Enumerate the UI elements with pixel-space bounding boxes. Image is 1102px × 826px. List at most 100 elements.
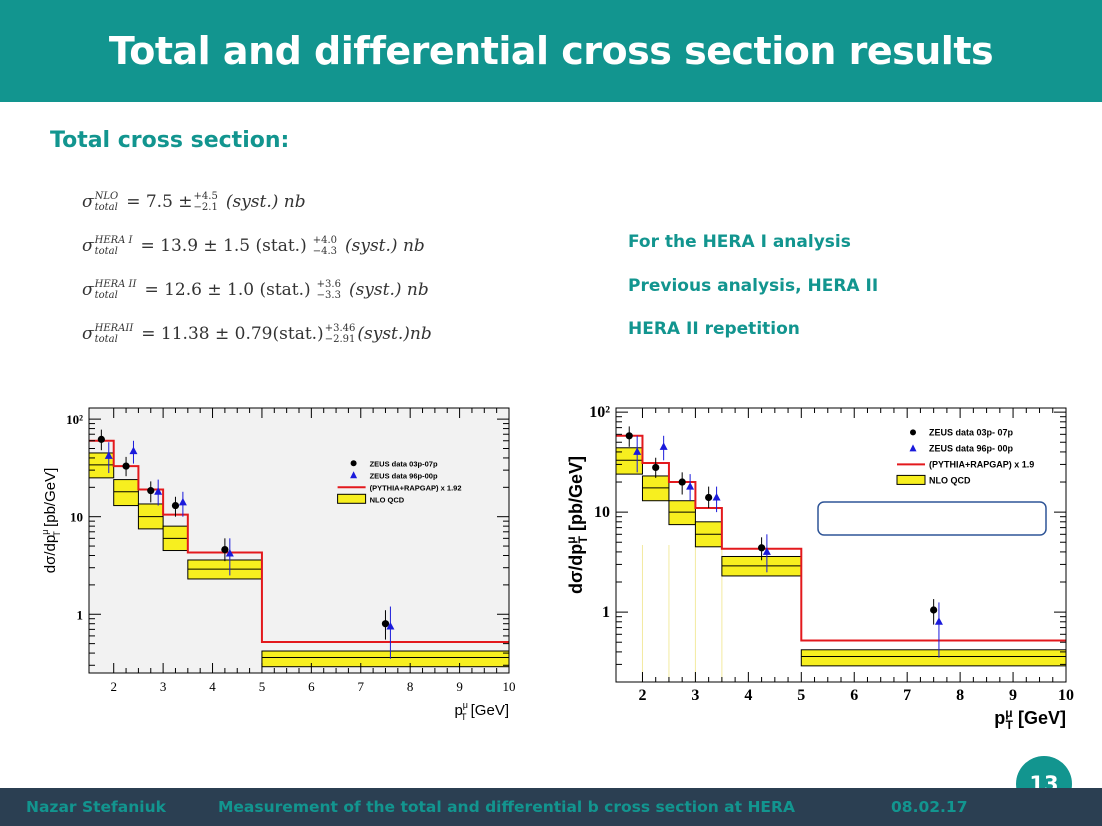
formula-err-up: +3.46 — [324, 323, 356, 334]
title-bar: Total and differential cross section res… — [0, 0, 1102, 102]
legend-label: NLO QCD — [929, 475, 971, 485]
x-tick-label: 5 — [797, 687, 805, 704]
legend-label: ZEUS data 03p- 07p — [929, 427, 1014, 437]
formula-err-down: −2.91 — [324, 334, 356, 345]
x-tick-label: 6 — [850, 687, 858, 704]
data-point-96p00p — [712, 493, 721, 501]
y-tick-label: 10 — [594, 504, 610, 521]
mc-histogram — [616, 434, 1066, 642]
formula-value: = 13.9 ± 1.5 (stat.) — [140, 236, 307, 256]
formula-tail: (syst.) nb — [345, 236, 425, 256]
x-tick-label: 8 — [956, 687, 964, 704]
formula-tail: (syst.)nb — [357, 324, 432, 344]
x-tick-label: 9 — [456, 679, 463, 694]
formula-err-up: +4.5 — [193, 191, 218, 202]
formula-value: = 7.5 ± — [126, 192, 193, 212]
data-point-96p00p — [686, 482, 695, 490]
plot-background — [89, 408, 509, 673]
data-point-96p00p — [178, 497, 187, 506]
section-heading: Total cross section: — [50, 128, 290, 153]
note-hera1: For the HERA I analysis — [628, 232, 851, 252]
legend-marker-96p00p — [909, 444, 917, 452]
formula-sub: total — [94, 246, 118, 257]
x-tick-label: 10 — [1058, 687, 1074, 704]
x-tick-label: 4 — [209, 679, 216, 694]
formula-sub: total — [94, 334, 118, 345]
formula-err-up: +3.6 — [316, 279, 341, 290]
chart-right: 2 3 4 5 6 7 8 9 10 1 10 10² pμ T [GeV] dσ/dpμT [pb/GeV… — [564, 404, 1074, 732]
data-point-03p07p — [221, 545, 229, 554]
formula-tail: (syst.) nb — [348, 280, 429, 300]
legend-marker-nlo — [896, 474, 926, 485]
chart-left: 2 3 4 5 6 7 8 9 10 1 10 10² pμ T [GeV] dσ/dpμ T [pb/GeV… — [40, 407, 516, 722]
y-tick-label: 10 — [70, 510, 83, 525]
formula-sub: total — [94, 290, 118, 301]
formula-sup: HERA I — [94, 235, 133, 246]
footer-author: Nazar Stefaniuk — [26, 798, 166, 816]
formula-sup: HERAII — [94, 323, 134, 334]
note-hera2: Previous analysis, HERA II — [628, 275, 879, 296]
plot-background — [616, 408, 1066, 682]
formula-sup: HERA II — [94, 279, 137, 290]
data-point-03p07p — [171, 501, 180, 510]
x-tick-label: 3 — [160, 679, 167, 694]
nlo-band-bin — [800, 649, 1067, 667]
data-point-96p00p — [225, 548, 234, 557]
formula-value: = 11.38 ± 0.79(stat.) — [141, 324, 324, 344]
notes: For the HERA I analysis Previous analysi… — [628, 232, 878, 363]
data-point-03p07p — [757, 544, 766, 552]
legend-marker-03p07p — [350, 460, 357, 467]
data-point-96p00p — [104, 451, 113, 459]
x-tick-label: 2 — [638, 687, 646, 704]
note-hera2-repetition: HERA II repetition — [628, 319, 800, 339]
legend-label: ZEUS data 96p-00p — [370, 471, 438, 480]
formula-err-down: −4.3 — [312, 246, 337, 257]
legend-label: (PYTHIA+RAPGAP) x 1.9 — [929, 459, 1034, 469]
data-point-96p00p — [633, 447, 642, 455]
x-tick-label: 8 — [407, 679, 414, 694]
mc-histogram — [89, 439, 509, 643]
formula-nlo: σ NLO total = 7.5 ± +4.5 −2.1 (syst.) nb — [82, 191, 306, 213]
y-tick-label: 1 — [602, 604, 610, 621]
legend-marker-nlo — [337, 493, 367, 504]
data-point-03p07p — [97, 435, 105, 443]
data-point-96p00p — [129, 446, 138, 455]
x-axis-label: pμ T [GeV] — [994, 706, 1066, 732]
y-tick-label: 1 — [77, 607, 84, 622]
x-tick-label: 10 — [503, 679, 516, 694]
data-point-96p00p — [386, 621, 395, 630]
formula-tail: (syst.) nb — [225, 192, 306, 212]
data-point-03p07p — [625, 432, 633, 440]
x-tick-label: 3 — [691, 687, 699, 704]
x-tick-label: 4 — [744, 687, 752, 704]
formula-err-down: −3.3 — [316, 290, 341, 301]
formula-err-down: −2.1 — [193, 202, 218, 213]
formula-err-up: +4.0 — [312, 235, 337, 246]
footer-date: 08.02.17 — [891, 798, 968, 816]
data-point-03p07p — [381, 620, 390, 628]
slide-title: Total and differential cross section res… — [108, 29, 994, 73]
data-point-03p07p — [678, 478, 686, 486]
nlo-band-bin — [113, 479, 139, 507]
x-axis-label: pμ T [GeV] — [454, 700, 509, 722]
footer-talk-title: Measurement of the total and differentia… — [218, 798, 795, 816]
formula-hera2: σ HERA II total = 12.6 ± 1.0 (stat.) +3.6−… — [82, 279, 429, 301]
legend-label: ZEUS data 03p-07p — [370, 459, 438, 468]
x-tick-label: 2 — [110, 679, 117, 694]
data-point-96p00p — [659, 442, 668, 450]
legend-label: (PYTHIA+RAPGAP) x 1.92 — [370, 483, 462, 492]
data-point-96p00p — [154, 487, 163, 495]
data-point-96p00p — [762, 547, 771, 555]
x-tick-label: 6 — [308, 679, 315, 694]
legend-marker-03p07p — [910, 429, 916, 436]
y-axis-label: dσ/dpμT [pb/GeV] — [564, 456, 590, 594]
data-point-03p07p — [652, 463, 660, 472]
data-point-96p00p — [934, 617, 943, 625]
data-point-03p07p — [705, 493, 713, 502]
x-tick-label: 7 — [903, 687, 911, 704]
legend-marker-96p00p — [350, 471, 358, 479]
data-point-03p07p — [122, 462, 130, 470]
